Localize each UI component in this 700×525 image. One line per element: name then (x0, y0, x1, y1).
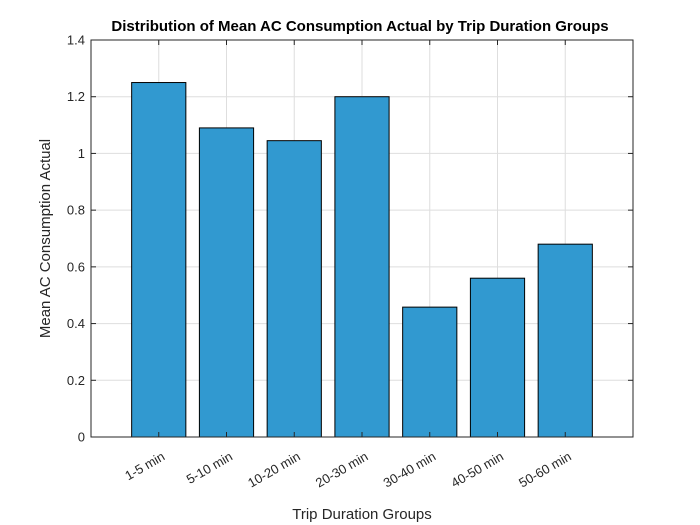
x-axis-label: Trip Duration Groups (292, 506, 432, 523)
bar-2 (198, 127, 255, 438)
bar-layer (131, 82, 593, 438)
y-tick-label: 0.2 (67, 373, 85, 388)
bar-6 (469, 277, 526, 438)
bar-7 (537, 243, 593, 438)
y-tick-label: 0.8 (67, 203, 85, 218)
y-tick-label: 1.2 (67, 89, 85, 104)
y-tick-label: 1.4 (67, 33, 85, 48)
bar-4 (334, 96, 390, 438)
y-tick-label: 1 (78, 146, 85, 161)
y-axis-label: Mean AC Consumption Actual (37, 139, 54, 338)
bar-3 (266, 140, 322, 438)
y-tick-label: 0.6 (67, 259, 85, 274)
y-tick-labels: 0 0.2 0.4 0.6 0.8 1 1.2 1.4 (67, 33, 85, 445)
y-tick-label: 0 (78, 430, 85, 445)
chart-title: Distribution of Mean AC Consumption Actu… (111, 18, 608, 35)
bar-5 (402, 306, 458, 438)
tick-layer (91, 39, 633, 438)
y-tick-label: 0.4 (67, 316, 85, 331)
bar-1 (131, 82, 187, 438)
